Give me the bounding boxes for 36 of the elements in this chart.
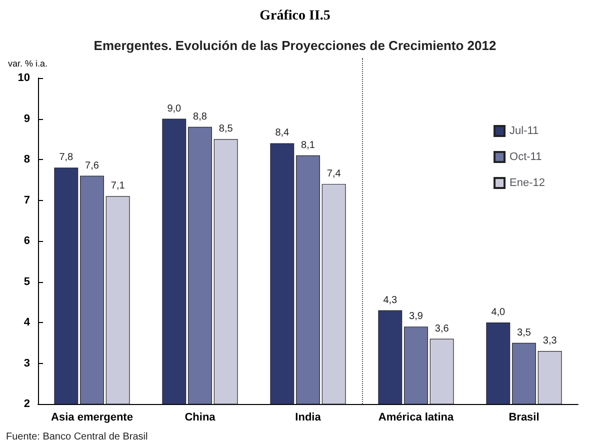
y-tick-label: 7 — [24, 194, 30, 206]
y-tick-label: 9 — [24, 112, 30, 125]
data-label: 7,1 — [110, 180, 126, 192]
y-tick-label: 2 — [24, 398, 30, 410]
data-label: 4,0 — [491, 307, 506, 318]
y-tick-label: 10 — [18, 72, 30, 84]
data-label: 4,3 — [383, 294, 398, 306]
data-label: 7,6 — [85, 160, 100, 172]
data-label: 7,8 — [59, 152, 74, 164]
legend-label: Ene-12 — [510, 177, 546, 189]
y-tick-label: 5 — [24, 276, 30, 288]
x-tick-label: Brasil — [508, 412, 540, 424]
data-label: 7,4 — [326, 168, 342, 180]
x-tick-label: China — [184, 412, 216, 424]
y-tick-label: 8 — [24, 154, 30, 166]
legend-label: Oct-11 — [510, 151, 542, 163]
x-tick-label: América latina — [378, 412, 454, 424]
data-label: 3,9 — [409, 311, 424, 322]
chart-subtitle: Emergentes. Evolución de las Proyecciones de Crecimiento 2012 — [94, 38, 496, 53]
y-tick-label: 4 — [24, 316, 31, 328]
data-label: 8,5 — [218, 124, 234, 135]
x-tick-label: Asia emergente — [51, 412, 133, 424]
y-tick-label: 3 — [24, 357, 30, 370]
data-label: 3,3 — [542, 336, 558, 347]
legend-label: Jul-11 — [510, 125, 539, 137]
data-label: 3,6 — [434, 323, 450, 334]
chart-title: Gráfico II.5 — [260, 8, 330, 24]
data-label: 8,4 — [275, 128, 290, 139]
data-label: 8,8 — [193, 111, 208, 122]
y-axis-title: var. % i.a. — [8, 58, 48, 68]
x-tick-label: India — [295, 412, 322, 424]
data-label: 9,0 — [167, 103, 182, 114]
data-label: 3,5 — [517, 327, 532, 338]
y-tick-label: 6 — [24, 235, 30, 247]
data-label: 8,1 — [301, 140, 316, 151]
source-note: Fuente: Banco Central de Brasil — [6, 432, 148, 442]
